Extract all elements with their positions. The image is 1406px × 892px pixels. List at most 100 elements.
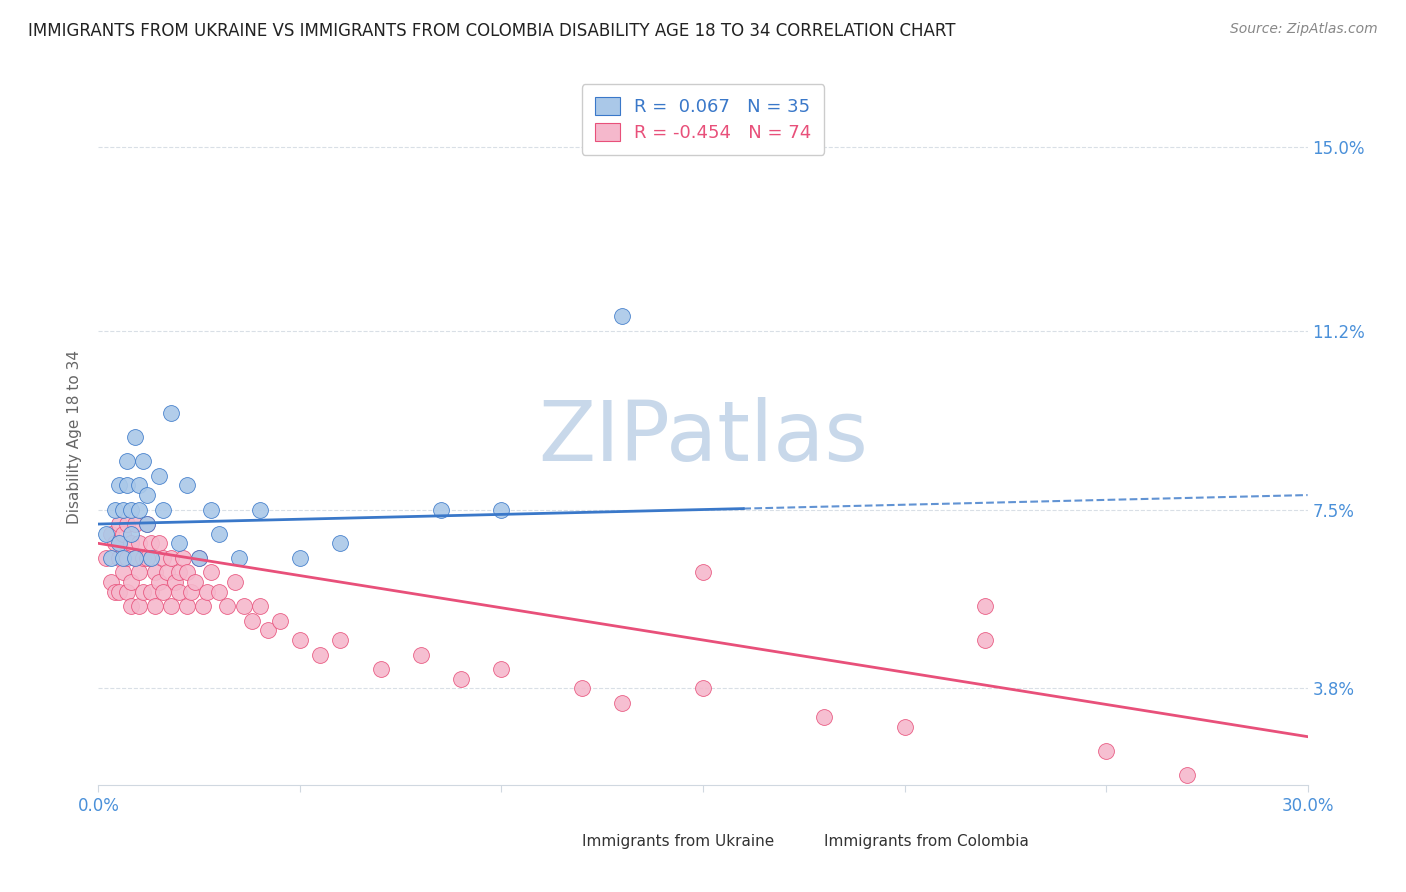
Point: [612, 310, 634, 324]
Point: [176, 478, 198, 492]
Point: [143, 566, 166, 580]
Point: [96, 526, 118, 541]
Point: [111, 502, 134, 516]
Point: [115, 478, 138, 492]
Point: [111, 566, 134, 580]
Point: [329, 633, 352, 648]
Point: [491, 502, 513, 516]
Point: [148, 536, 170, 550]
Point: [120, 526, 142, 541]
Point: [224, 574, 246, 589]
Point: [103, 536, 125, 550]
Point: [124, 517, 146, 532]
Text: Source: ZipAtlas.com: Source: ZipAtlas.com: [1230, 22, 1378, 37]
Point: [269, 614, 291, 628]
Point: [107, 517, 129, 532]
Point: [813, 710, 835, 724]
Point: [217, 599, 239, 614]
Point: [120, 502, 142, 516]
Point: [288, 550, 311, 565]
Point: [188, 550, 211, 565]
Point: [124, 430, 146, 444]
Point: [200, 566, 222, 580]
Text: ZIPatlas: ZIPatlas: [538, 397, 868, 477]
Point: [148, 574, 170, 589]
FancyBboxPatch shape: [769, 823, 800, 840]
Point: [115, 550, 138, 565]
Point: [139, 550, 162, 565]
Point: [115, 517, 138, 532]
Point: [1095, 744, 1118, 758]
Point: [111, 550, 134, 565]
Point: [167, 584, 190, 599]
Point: [152, 550, 174, 565]
Point: [96, 550, 118, 565]
Point: [370, 662, 392, 676]
Point: [115, 454, 138, 468]
Point: [160, 550, 183, 565]
Point: [176, 566, 198, 580]
Point: [180, 584, 202, 599]
Point: [184, 574, 207, 589]
Point: [200, 502, 222, 516]
Point: [107, 536, 129, 550]
Point: [103, 584, 125, 599]
Point: [1175, 768, 1198, 782]
Point: [160, 599, 183, 614]
Point: [128, 536, 150, 550]
Point: [115, 584, 138, 599]
Point: [152, 584, 174, 599]
Point: [148, 468, 170, 483]
Point: [208, 526, 231, 541]
Point: [733, 92, 755, 106]
Point: [167, 536, 190, 550]
Point: [240, 614, 263, 628]
Point: [188, 550, 211, 565]
Point: [143, 599, 166, 614]
Legend: R =  0.067   N = 35, R = -0.454   N = 74: R = 0.067 N = 35, R = -0.454 N = 74: [582, 85, 824, 154]
Point: [111, 526, 134, 541]
Point: [176, 599, 198, 614]
Point: [156, 566, 179, 580]
Point: [256, 624, 278, 638]
Point: [100, 526, 122, 541]
Point: [232, 599, 254, 614]
Point: [612, 696, 634, 710]
Point: [893, 720, 915, 734]
Point: [124, 550, 146, 565]
Point: [120, 574, 142, 589]
Point: [228, 550, 250, 565]
FancyBboxPatch shape: [527, 823, 558, 840]
Point: [571, 681, 593, 696]
Point: [107, 550, 129, 565]
Text: IMMIGRANTS FROM UKRAINE VS IMMIGRANTS FROM COLOMBIA DISABILITY AGE 18 TO 34 CORR: IMMIGRANTS FROM UKRAINE VS IMMIGRANTS FR…: [28, 22, 956, 40]
Point: [128, 566, 150, 580]
Text: Immigrants from Ukraine: Immigrants from Ukraine: [582, 834, 775, 848]
Point: [193, 599, 215, 614]
Point: [974, 633, 997, 648]
Point: [491, 662, 513, 676]
Point: [135, 517, 157, 532]
Point: [1256, 792, 1278, 806]
Point: [120, 536, 142, 550]
Point: [135, 488, 157, 502]
Point: [163, 574, 186, 589]
Point: [309, 648, 332, 662]
Point: [167, 566, 190, 580]
Point: [172, 550, 194, 565]
Point: [692, 681, 714, 696]
Point: [329, 536, 352, 550]
Point: [139, 584, 162, 599]
Point: [100, 574, 122, 589]
Point: [249, 599, 271, 614]
Point: [107, 584, 129, 599]
Point: [132, 454, 155, 468]
Point: [139, 536, 162, 550]
Point: [128, 502, 150, 516]
Point: [103, 502, 125, 516]
Point: [208, 584, 231, 599]
Point: [974, 599, 997, 614]
Point: [100, 550, 122, 565]
Text: Immigrants from Colombia: Immigrants from Colombia: [824, 834, 1029, 848]
Point: [135, 550, 157, 565]
